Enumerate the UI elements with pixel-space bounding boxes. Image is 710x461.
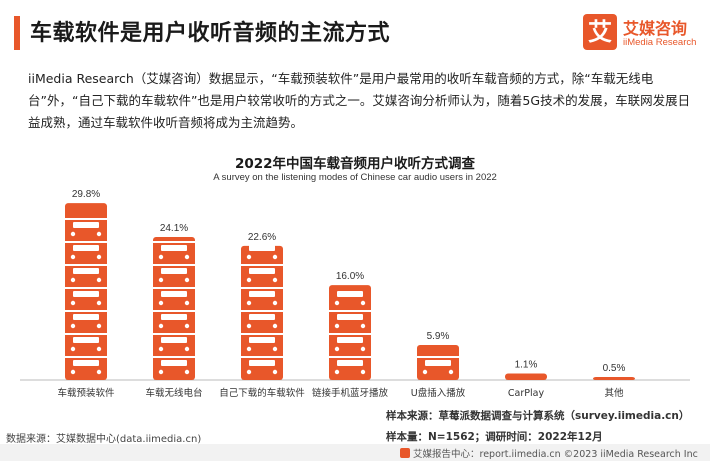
sample-source: 样本来源：草莓派数据调查与计算系统（survey.iimedia.cn） bbox=[386, 410, 690, 422]
sample-size: 样本量：N=1562；调研时间：2022年12月 bbox=[386, 431, 603, 443]
bar bbox=[153, 237, 195, 380]
iimedia-logo: 艾 艾媒咨询 iiMedia Research bbox=[583, 14, 703, 54]
category-label: 其他 bbox=[604, 387, 624, 399]
category-label: 车载无线电台 bbox=[145, 387, 202, 399]
value-label: 29.8% bbox=[72, 189, 100, 200]
value-label: 5.9% bbox=[427, 331, 450, 342]
intro-paragraph: iiMedia Research（艾媒咨询）数据显示，“车载预装软件”是用户最常… bbox=[28, 71, 691, 130]
value-label: 16.0% bbox=[336, 271, 364, 282]
footer-text-wrap: 艾媒报告中心：report.iimedia.cn ©2023 iiMedia R… bbox=[400, 446, 698, 460]
value-label: 1.1% bbox=[515, 359, 538, 370]
category-label: 车载预装软件 bbox=[57, 387, 115, 399]
bar bbox=[329, 285, 371, 380]
logo-en-text: iiMedia Research bbox=[623, 37, 697, 48]
footer-bar: 艾媒报告中心：report.iimedia.cn ©2023 iiMedia R… bbox=[0, 444, 710, 461]
category-label: U盘插入播放 bbox=[411, 387, 466, 399]
bar bbox=[593, 377, 635, 380]
chart-subtitle: A survey on the listening modes of Chine… bbox=[213, 172, 497, 183]
footer-text: 艾媒报告中心：report.iimedia.cn ©2023 iiMedia R… bbox=[413, 449, 698, 460]
logo-mark: 艾 bbox=[583, 14, 617, 50]
value-label: 0.5% bbox=[603, 363, 626, 374]
title-accent-bar bbox=[14, 16, 20, 50]
bar-chart: 29.8% 车载预装软件 24.1% 车载无线电台 22.6% 自己下载的车载软件 16.0… bbox=[20, 189, 690, 399]
data-source: 数据来源：艾媒数据中心(data.iimedia.cn) bbox=[6, 434, 202, 445]
logo-cn-text: 艾媒咨询 bbox=[623, 19, 688, 38]
bar bbox=[241, 245, 283, 380]
category-label: 自己下载的车载软件 bbox=[219, 387, 305, 399]
category-label: 链接手机蓝牙播放 bbox=[312, 387, 389, 399]
bar bbox=[65, 203, 107, 380]
report-center-icon bbox=[400, 448, 410, 458]
chart-title: 2022年中国车载音频用户收听方式调查 bbox=[234, 156, 476, 172]
bar bbox=[417, 344, 459, 380]
value-label: 24.1% bbox=[160, 223, 188, 234]
page-title: 车载软件是用户收听音频的主流方式 bbox=[30, 21, 391, 46]
category-label: CarPlay bbox=[508, 388, 545, 399]
value-label: 22.6% bbox=[248, 232, 276, 243]
bar bbox=[505, 373, 547, 380]
